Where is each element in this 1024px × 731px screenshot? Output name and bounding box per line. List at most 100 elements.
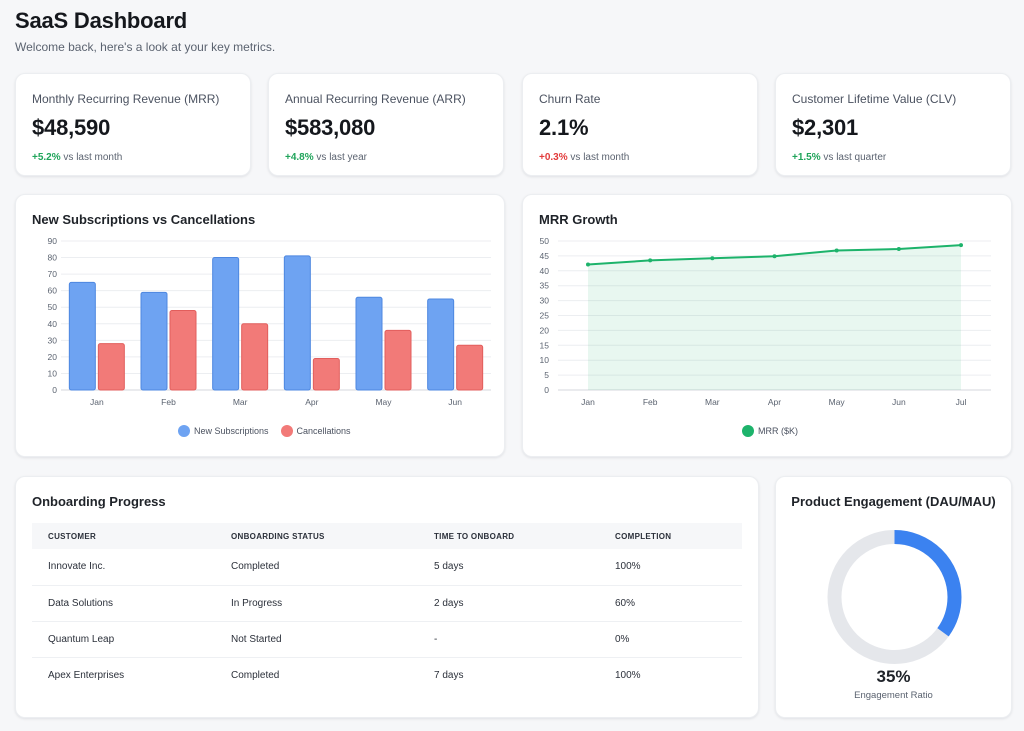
y-tick-label: 50: [48, 302, 58, 312]
data-point: [710, 256, 715, 261]
data-point: [648, 258, 653, 263]
x-tick-label: Apr: [768, 397, 781, 407]
bar-chart-legend: New Subscriptions Cancellations: [178, 425, 351, 437]
chart-title: New Subscriptions vs Cancellations: [32, 212, 256, 227]
y-tick-label: 80: [48, 253, 58, 263]
cell-time: 7 days: [434, 669, 464, 681]
legend-swatch: [280, 425, 293, 437]
column-header-customer[interactable]: CUSTOMER: [32, 523, 215, 549]
cell-customer: Data Solutions: [32, 585, 215, 622]
bar-cancellations: [384, 329, 412, 391]
bar-new-subscriptions: [68, 281, 96, 391]
kpi-card-clv: Customer Lifetime Value (CLV) $2,301 +1.…: [775, 73, 1011, 176]
x-tick-label: Feb: [161, 397, 176, 407]
table-row[interactable]: Apex Enterprises Completed 7 days 100%: [32, 657, 742, 693]
subscriptions-chart-card: New Subscriptions vs Cancellations 0 10 20…: [15, 194, 505, 457]
y-tick-label: 90: [48, 236, 58, 246]
bar-cancellations: [97, 343, 125, 391]
mrr-growth-card: MRR Growth 0 5 10 15 20 25 30 35 40 45 50 Jan Feb Mar…: [522, 194, 1012, 457]
x-tick-label: Jan: [581, 397, 595, 407]
kpi-label: Monthly Recurring Revenue (MRR): [32, 92, 220, 106]
bar-cancellations: [456, 344, 484, 391]
x-tick-label: May: [829, 397, 846, 407]
table-row[interactable]: Innovate Inc. Completed 5 days 100%: [32, 549, 742, 586]
kpi-delta: +5.2% vs last month: [32, 152, 234, 163]
legend-item-mrr[interactable]: MRR ($K): [742, 425, 798, 437]
column-header-time[interactable]: TIME TO ONBOARD: [418, 523, 599, 549]
kpi-value: 2.1%: [539, 115, 589, 140]
bar-new-subscriptions: [140, 291, 168, 391]
y-tick-label: 10: [540, 355, 550, 365]
kpi-delta: +0.3% vs last month: [539, 152, 741, 163]
data-point: [586, 262, 590, 267]
bar-cancellations: [312, 358, 340, 391]
data-point: [772, 254, 777, 259]
column-header-completion[interactable]: COMPLETION: [599, 523, 742, 549]
x-tick-label: Jan: [90, 397, 104, 407]
x-tick-label: Feb: [643, 397, 658, 407]
kpi-card-churn: Churn Rate 2.1% +0.3% vs last month: [522, 73, 758, 176]
cell-completion: 60%: [599, 585, 742, 622]
kpi-delta-value: +0.3%: [539, 152, 568, 163]
kpi-delta-suffix: vs last quarter: [823, 152, 887, 163]
page-title: SaaS Dashboard: [15, 8, 188, 33]
y-tick-label: 0: [544, 385, 549, 395]
y-tick-label: 15: [540, 340, 550, 350]
legend-label: MRR ($K): [758, 426, 798, 436]
x-tick-label: Jun: [448, 397, 462, 407]
legend-label: New Subscriptions: [194, 426, 269, 436]
data-point: [834, 248, 839, 253]
kpi-label: Annual Recurring Revenue (ARR): [285, 92, 466, 106]
kpi-card-arr: Annual Recurring Revenue (ARR) $583,080 …: [268, 73, 504, 176]
line-chart: 0 5 10 15 20 25 30 35 40 45 50 Jan Feb Mar Apr May Jun Ju…: [540, 236, 991, 407]
cell-status: Completed: [215, 549, 418, 586]
bar-cancellations: [169, 310, 197, 391]
y-tick-label: 70: [48, 269, 58, 279]
bar-new-subscriptions: [355, 296, 383, 391]
x-tick-label: Apr: [305, 397, 318, 407]
x-tick-label: Mar: [233, 397, 248, 407]
kpi-label: Customer Lifetime Value (CLV): [792, 92, 957, 106]
kpi-label: Churn Rate: [539, 92, 601, 106]
y-tick-label: 25: [540, 311, 550, 321]
kpi-delta-suffix: vs last year: [316, 152, 367, 163]
kpi-delta-value: +4.8%: [285, 152, 314, 163]
y-tick-label: 35: [540, 281, 550, 291]
y-tick-label: 5: [544, 370, 549, 380]
table-row[interactable]: Data Solutions In Progress 2 days 60%: [32, 585, 742, 622]
legend-swatch: [742, 425, 754, 437]
onboarding-table: CUSTOMER ONBOARDING STATUS TIME TO ONBOA…: [32, 523, 742, 693]
y-tick-label: 20: [48, 352, 58, 362]
area-fill: [588, 245, 961, 390]
legend-item-cancellations[interactable]: Cancellations: [280, 425, 351, 437]
engagement-label: Engagement Ratio: [854, 690, 933, 701]
bar-cancellations: [241, 323, 269, 391]
kpi-delta-suffix: vs last month: [63, 152, 123, 163]
cell-customer: Quantum Leap: [32, 621, 215, 658]
x-tick-label: May: [375, 397, 392, 407]
cell-time: 2 days: [418, 585, 599, 622]
column-header-status[interactable]: ONBOARDING STATUS: [215, 523, 418, 549]
y-tick-label: 10: [48, 368, 58, 378]
page-subtitle: Welcome back, here's a look at your key …: [15, 40, 276, 54]
legend-swatch: [178, 425, 190, 437]
engagement-title: Product Engagement (DAU/MAU): [791, 494, 996, 509]
x-tick-label: Mar: [705, 397, 720, 407]
kpi-delta: +4.8% vs last year: [285, 152, 487, 163]
y-tick-label: 40: [540, 266, 550, 276]
cell-completion: 100%: [599, 549, 742, 586]
table-row[interactable]: Quantum Leap Not Started - 0%: [32, 621, 742, 658]
bar-new-subscriptions: [212, 257, 240, 391]
kpi-delta-value: +5.2%: [32, 152, 61, 163]
y-tick-label: 60: [48, 286, 58, 296]
kpi-value: $583,080: [285, 115, 376, 140]
cell-completion: 100%: [615, 669, 641, 681]
legend-label: Cancellations: [296, 426, 351, 436]
table-header-row: CUSTOMER ONBOARDING STATUS TIME TO ONBOA…: [32, 523, 742, 549]
cell-status: Completed: [231, 669, 280, 681]
y-tick-label: 20: [540, 325, 550, 335]
engagement-donut: [827, 530, 962, 664]
kpi-card-mrr: Monthly Recurring Revenue (MRR) $48,590 …: [15, 73, 251, 176]
kpi-delta-suffix: vs last month: [570, 152, 630, 163]
legend-item-new-subscriptions[interactable]: New Subscriptions: [178, 425, 269, 437]
